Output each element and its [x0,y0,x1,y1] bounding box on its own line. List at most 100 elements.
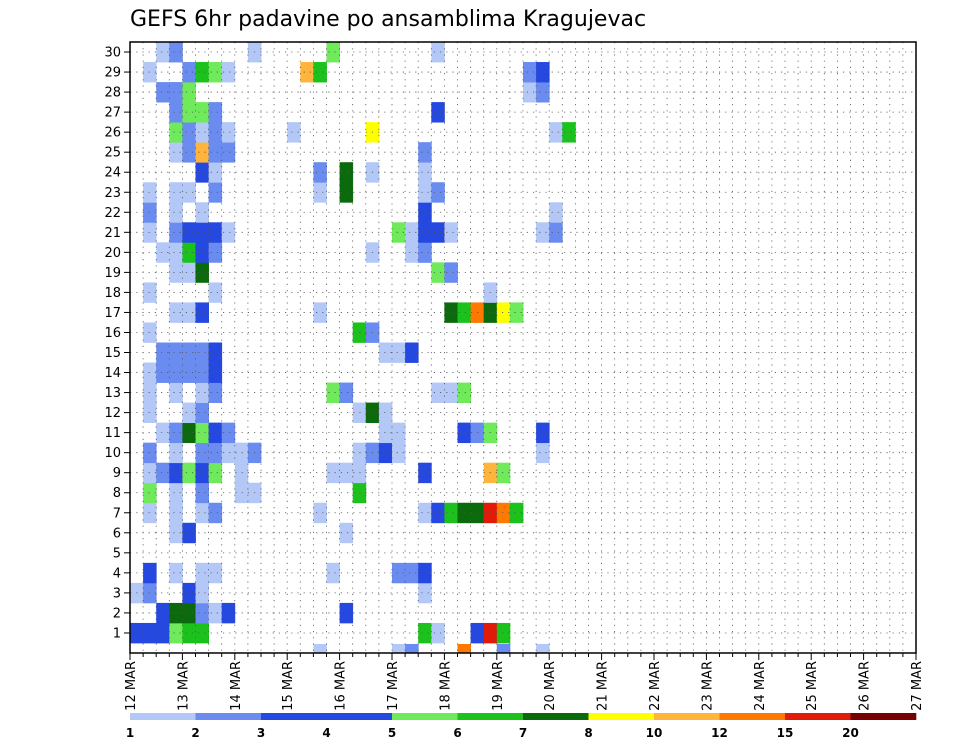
heatmap-cell [313,182,327,203]
heatmap-cell [182,62,196,83]
heatmap-cell [143,442,157,464]
heatmap-cell [431,222,445,243]
heatmap-cell [195,342,209,363]
y-tick-label: 21 [104,226,121,241]
plot-frame [129,41,917,654]
heatmap-cell [182,142,196,163]
heatmap-cell [195,582,209,604]
heatmap-cell [208,122,223,143]
heatmap-cell [405,242,419,263]
x-tick-label: 12 MAR [124,661,139,711]
heatmap-cell [195,122,209,143]
heatmap-cell [143,562,157,584]
heatmap-cell [143,282,157,303]
heatmap-cell [536,643,550,653]
heatmap-cell [208,62,223,83]
heatmap-cell [444,222,458,243]
heatmap-cell [339,162,354,183]
heatmap-cell [169,502,183,524]
heatmap-cell [169,82,183,103]
heatmap-cell [392,422,406,444]
heatmap-cell [195,142,209,163]
y-tick-label: 8 [113,486,121,501]
heatmap-cell [169,602,183,624]
heatmap-cell [523,62,537,83]
heatmap-cell [287,122,301,143]
heatmap-cell [405,342,419,363]
legend-label: 20 [842,726,859,740]
heatmap-cell [418,462,432,484]
legend-swatch [326,713,393,720]
heatmap-cell [405,562,419,584]
heatmap-cell [431,622,445,644]
heatmap-cell [208,282,223,303]
heatmap-cell [208,502,223,524]
x-tick-label: 27 MAR [910,661,925,711]
heatmap-cell [195,482,209,504]
x-tick-label: 23 MAR [700,661,715,711]
heatmap-cell [143,62,157,83]
y-tick-label: 12 [104,406,121,421]
heatmap-cell [234,482,249,504]
y-tick-label: 30 [104,46,121,61]
heatmap-cell [221,442,236,464]
heatmap-cell [221,142,236,163]
heatmap-cell [195,602,209,624]
y-tick-label: 17 [104,306,121,321]
heatmap-cell [326,562,340,584]
heatmap-cell [169,362,183,383]
legend-swatch [195,713,262,720]
heatmap-cells [130,42,576,653]
heatmap-cell [156,42,170,63]
heatmap-cell [326,462,340,484]
x-tick-label: 26 MAR [858,661,873,711]
heatmap-cell [169,342,183,363]
heatmap-cell [392,643,406,653]
heatmap-cell [523,82,537,103]
heatmap-cell [156,622,170,644]
heatmap-cell [156,82,170,103]
heatmap-cell [444,262,458,283]
heatmap-cell [182,262,196,283]
heatmap-cell [326,382,340,403]
heatmap-cell [195,202,209,223]
heatmap-cell [378,342,393,363]
heatmap-cell [169,522,183,544]
heatmap-cell [418,622,432,644]
heatmap-cell [549,222,563,243]
y-tick-label: 28 [104,86,121,101]
heatmap-cell [182,342,196,363]
heatmap-cell [143,582,157,604]
heatmap-cell [208,242,223,263]
heatmap-cell [444,382,458,403]
heatmap-cell [418,242,432,263]
heatmap-cell [169,482,183,504]
heatmap-cell [431,382,445,403]
heatmap-cell [339,522,354,544]
color-legend: 1 2 3 4 5 6 7 8 10 12 15 20 [126,713,917,740]
y-tick-label: 16 [104,326,121,341]
legend-label: 5 [388,726,396,740]
heatmap-cell [418,142,432,163]
legend-label: 7 [519,726,527,740]
heatmap-cell [431,182,445,203]
heatmap-cell [195,302,209,323]
heatmap-cell [392,562,406,584]
heatmap-cell [392,342,406,363]
legend-swatch [719,713,786,720]
heatmap-cell [457,422,471,444]
heatmap-cell [195,562,209,584]
heatmap-cell [339,602,354,624]
heatmap-cell [339,462,354,484]
heatmap-cell [418,562,432,584]
heatmap-cell [169,422,183,444]
heatmap-cell [195,442,209,464]
heatmap-cell [457,502,471,524]
heatmap-cell [143,202,157,223]
heatmap-cell [208,602,223,624]
heatmap-cell [221,122,236,143]
heatmap-cell [156,242,170,263]
heatmap-cell [195,502,209,524]
y-tick-label: 26 [104,126,121,141]
y-tick-label: 9 [113,466,121,481]
